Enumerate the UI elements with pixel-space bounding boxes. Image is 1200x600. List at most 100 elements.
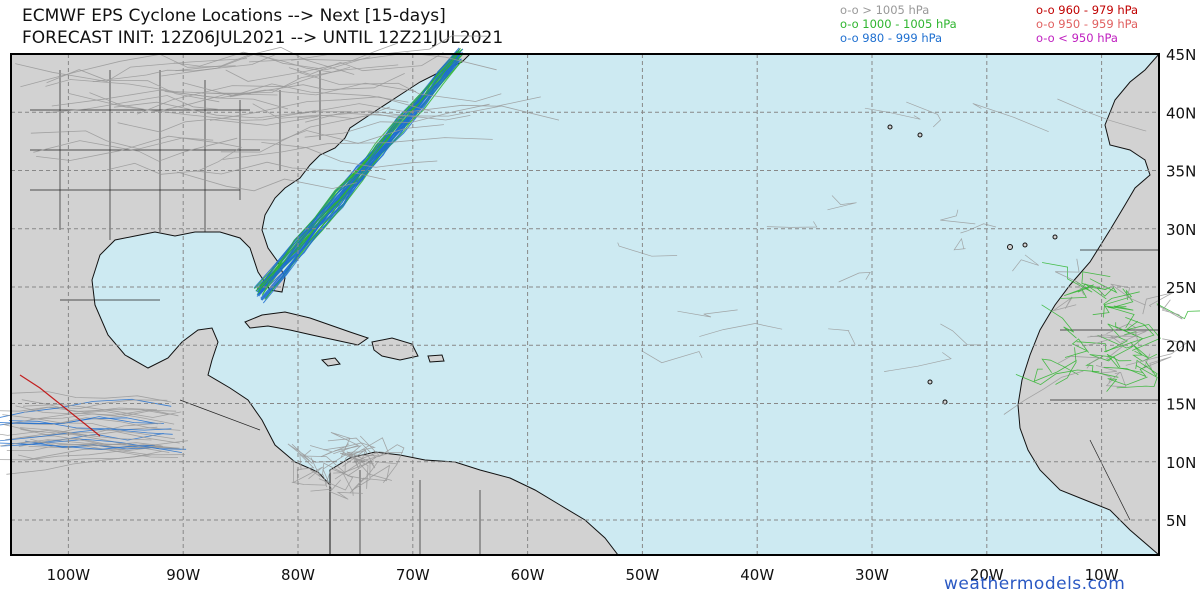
legend-right: o-o 960 - 979 hPa o-o 950 - 959 hPa o-o … xyxy=(1036,3,1138,45)
cyclone-track xyxy=(302,449,374,473)
cyclone-track xyxy=(0,441,162,447)
cyclone-track xyxy=(906,101,942,128)
cyclone-track xyxy=(318,462,354,491)
cyclone-track xyxy=(36,135,242,161)
latitude-label: 45N xyxy=(1166,46,1196,64)
latitude-labels: 45N 40N 35N 30N 25N 20N 15N 10N 5N xyxy=(1166,46,1196,530)
cyclone-track xyxy=(292,460,324,484)
land-jamaica xyxy=(320,357,341,367)
cyclone-track xyxy=(1107,322,1144,361)
legend-item-gt1005: o-o > 1005 hPa xyxy=(840,3,930,17)
cyclone-track xyxy=(291,35,488,61)
legend-item-980-999: o-o 980 - 999 hPa xyxy=(840,31,943,45)
latitude-label: 25N xyxy=(1166,279,1196,297)
land-cape-verde xyxy=(927,379,933,385)
cyclone-track xyxy=(1106,323,1139,345)
cyclone-track xyxy=(0,416,164,425)
cyclone-track xyxy=(1012,254,1039,272)
cyclone-track xyxy=(330,432,360,458)
longitude-label: 50W xyxy=(625,566,659,584)
border-line xyxy=(1089,439,1131,521)
chart-title-line2: FORECAST INIT: 12Z06JUL2021 --> UNTIL 12… xyxy=(22,28,504,48)
cyclone-track xyxy=(261,142,438,168)
cyclone-track xyxy=(1105,372,1127,388)
cyclone-track xyxy=(46,69,220,103)
cyclone-track xyxy=(884,352,952,372)
cyclone-track xyxy=(0,398,172,418)
cyclone-track xyxy=(1125,320,1161,351)
cyclone-track xyxy=(299,96,541,115)
cyclone-track xyxy=(940,323,982,346)
cyclone-track xyxy=(22,403,182,418)
land-canary-islands-2 xyxy=(1022,242,1028,248)
cyclone-track xyxy=(1106,376,1148,392)
cyclone-track xyxy=(0,450,152,461)
cyclone-track xyxy=(617,242,678,257)
cyclone-track xyxy=(1110,283,1146,306)
land-hispaniola xyxy=(371,337,419,361)
cyclone-track xyxy=(194,161,386,181)
land-azores-2 xyxy=(917,132,923,138)
cyclone-track xyxy=(33,137,238,162)
cyclone-track xyxy=(349,461,398,494)
legend-item-1000-1005: o-o 1000 - 1005 hPa xyxy=(840,17,957,31)
cyclone-track xyxy=(334,437,390,480)
cyclone-track xyxy=(30,409,179,420)
cyclone-track xyxy=(1156,299,1183,320)
cyclone-track xyxy=(1125,338,1188,366)
longitude-label: 60W xyxy=(511,566,545,584)
legend-item-lt950: o-o < 950 hPa xyxy=(1036,31,1118,45)
land-madeira xyxy=(1052,234,1058,240)
cyclone-track xyxy=(1052,296,1077,312)
cyclone-track xyxy=(176,171,357,192)
cyclone-track xyxy=(259,52,459,292)
longitude-labels: 100W 90W 80W 70W 60W 50W 40W 30W 20W 10W xyxy=(47,566,1119,584)
legend-left: o-o > 1005 hPa o-o 1000 - 1005 hPa o-o 9… xyxy=(840,3,957,45)
cyclone-track xyxy=(136,66,351,115)
latitude-label: 35N xyxy=(1166,163,1196,181)
cyclone-track xyxy=(1084,334,1119,347)
cyclone-track xyxy=(20,439,182,450)
cyclone-track xyxy=(1015,369,1100,386)
longitude-label: 30W xyxy=(855,566,889,584)
longitude-label: 20W xyxy=(970,566,1004,584)
cyclone-track xyxy=(106,147,241,175)
cyclone-track xyxy=(0,406,158,413)
cyclone-track xyxy=(364,460,391,482)
cyclone-track xyxy=(1116,365,1158,389)
cyclone-track xyxy=(173,51,332,73)
land-canary-islands xyxy=(1007,244,1013,250)
cyclone-track xyxy=(30,130,214,150)
cyclone-track xyxy=(45,95,218,114)
cyclone-track xyxy=(20,53,236,88)
land-azores xyxy=(887,124,893,130)
legend-item-960-979: o-o 960 - 979 hPa xyxy=(1036,3,1139,17)
land-cuba xyxy=(244,311,370,346)
country-state-borders xyxy=(30,70,1159,555)
longitude-label: 90W xyxy=(166,566,200,584)
cyclone-track xyxy=(1090,330,1147,343)
legend-item-950-959: o-o 950 - 959 hPa xyxy=(1036,17,1139,31)
cyclone-track xyxy=(838,272,871,283)
cyclone-track xyxy=(323,442,376,451)
cyclone-track xyxy=(304,103,490,138)
land-puerto-rico xyxy=(427,354,445,363)
longitude-label: 40W xyxy=(740,566,774,584)
cyclone-track xyxy=(1041,358,1079,376)
cyclone-track xyxy=(1057,98,1147,132)
map-frame xyxy=(10,53,1160,556)
cyclone-track xyxy=(15,405,175,425)
cyclone-track xyxy=(1064,284,1107,296)
cyclone-track xyxy=(953,237,966,251)
cyclone-track xyxy=(699,323,783,337)
cyclone-track xyxy=(349,435,381,469)
land-africa xyxy=(1017,52,1160,557)
cyclone-track xyxy=(1106,353,1143,373)
cyclone-track xyxy=(1081,271,1112,290)
cyclone-track xyxy=(296,453,315,482)
cyclone-track xyxy=(864,107,921,120)
latitude-label: 20N xyxy=(1166,337,1196,355)
cyclone-track xyxy=(1033,360,1077,382)
cyclone-track xyxy=(1041,304,1077,339)
